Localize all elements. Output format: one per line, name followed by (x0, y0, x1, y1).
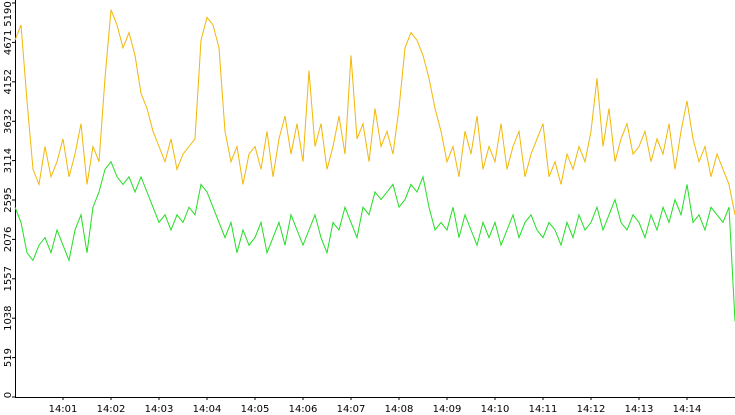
y-tick-label: 3114 (3, 148, 14, 173)
series-line (14, 9, 735, 215)
x-tick-label: 14:14 (673, 404, 702, 415)
x-tick-label: 14:11 (529, 404, 558, 415)
x-tick-label: 14:03 (145, 404, 174, 415)
x-tick-label: 14:05 (241, 404, 270, 415)
x-tick-label: 14:10 (481, 404, 510, 415)
x-tick-label: 14:08 (385, 404, 414, 415)
y-tick-label: 519 (3, 348, 14, 367)
y-tick-label: 1038 (3, 305, 14, 330)
x-tick-label: 14:02 (97, 404, 126, 415)
x-tick-label: 14:09 (433, 404, 462, 415)
y-tick-label: 4671 (3, 30, 14, 55)
x-tick-label: 14:01 (49, 404, 78, 415)
y-tick-label: 2595 (3, 187, 14, 212)
x-tick-label: 14:04 (193, 404, 222, 415)
x-tick-label: 14:12 (577, 404, 606, 415)
series-line (14, 160, 735, 322)
x-tick-label: 14:06 (289, 404, 318, 415)
y-tick-label: 0 (3, 392, 14, 398)
y-tick-label: 3632 (3, 109, 14, 134)
x-tick-label: 14:13 (625, 404, 654, 415)
x-tick-label: 14:07 (337, 404, 366, 415)
y-tick-label: 5190 (3, 1, 14, 26)
y-tick-label: 2076 (3, 227, 14, 252)
y-tick-label: 4152 (3, 69, 14, 94)
y-tick-label: 1557 (3, 266, 14, 291)
